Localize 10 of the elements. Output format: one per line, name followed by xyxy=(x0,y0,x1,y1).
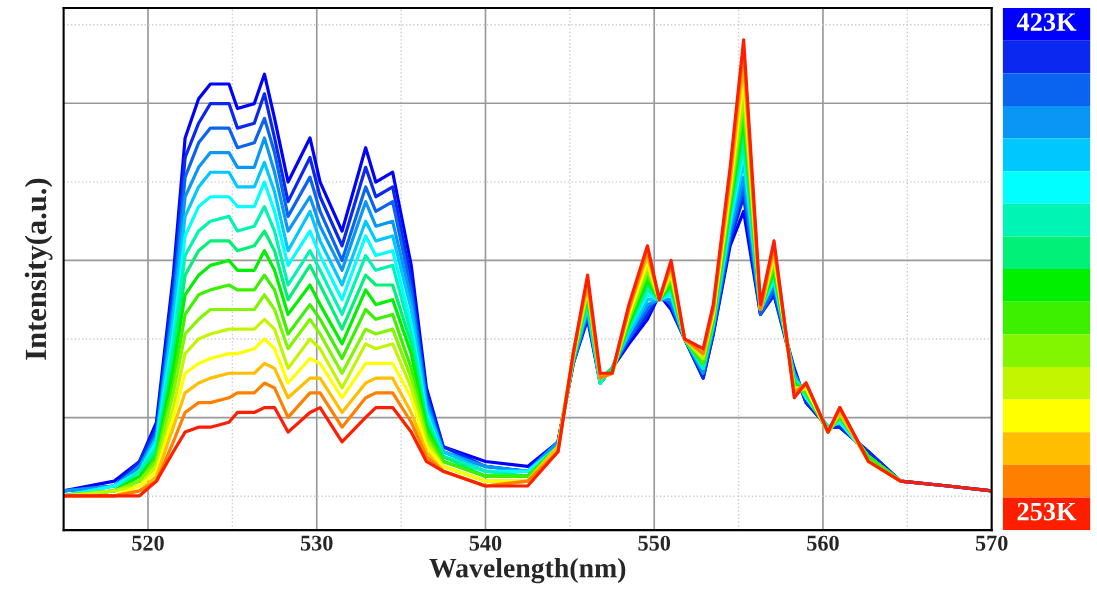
x-tick-label: 570 xyxy=(975,535,1008,551)
x-tick-label: 530 xyxy=(300,535,333,551)
x-tick-label: 560 xyxy=(807,535,839,551)
y-axis-title: Intensity(a.u.) xyxy=(24,178,53,360)
x-axis-title: Wavelength(nm) xyxy=(429,557,626,584)
x-tick-label: 540 xyxy=(469,535,502,551)
series-label: 253K xyxy=(1017,502,1077,521)
text: 423K xyxy=(1016,13,1077,31)
x-tick-label: 550 xyxy=(638,535,671,551)
x-tick-label: 520 xyxy=(132,535,164,551)
